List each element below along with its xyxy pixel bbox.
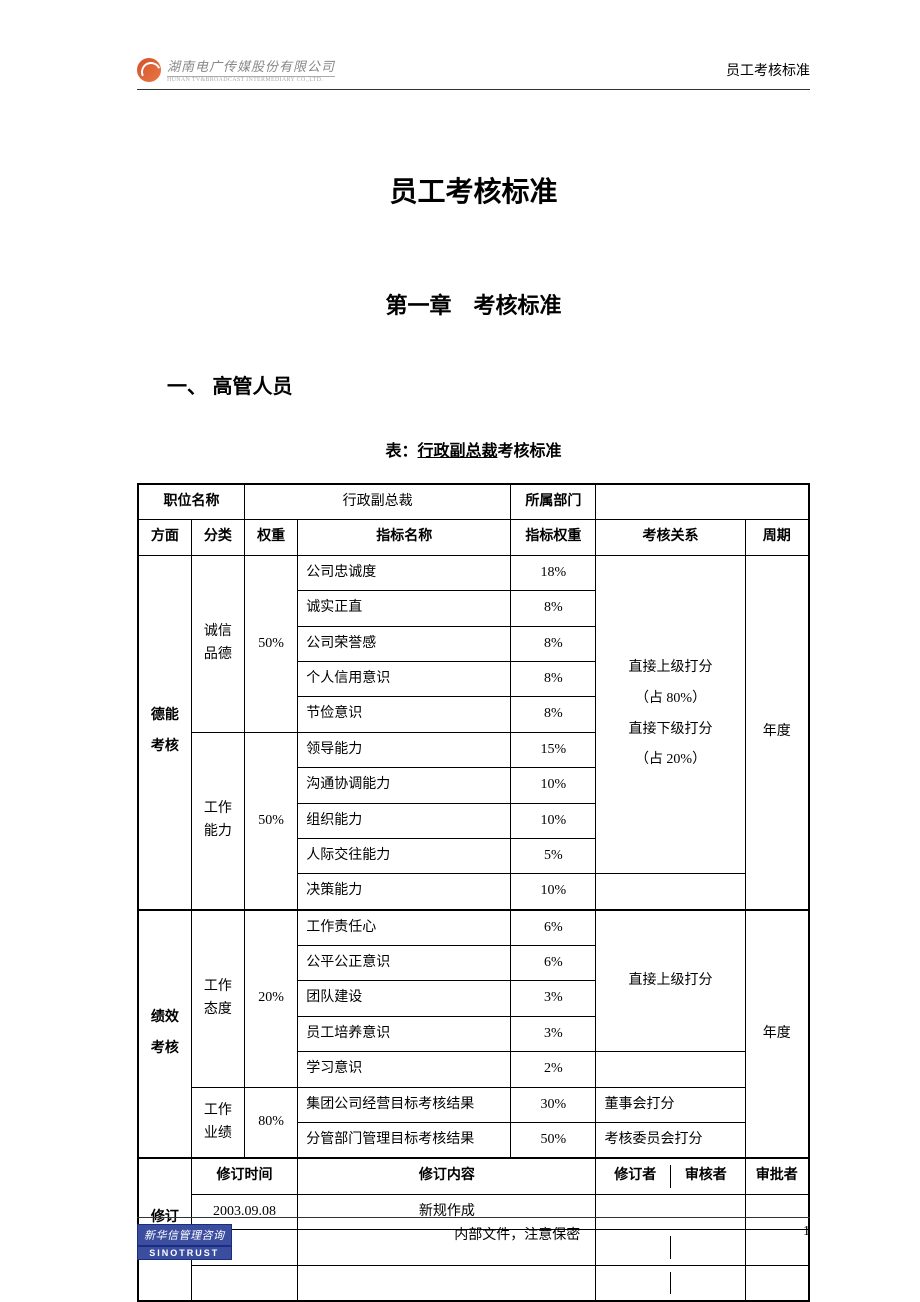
col-indicator-weight: 指标权重 [511, 520, 596, 555]
department-label: 所属部门 [511, 484, 596, 520]
relation-cell: 直接上级打分 （占 80%） 直接下级打分 （占 20%） [596, 555, 745, 874]
sinotrust-logo: 新华信管理咨询 SINOTRUST [137, 1224, 232, 1260]
col-cycle: 周期 [745, 520, 809, 555]
position-label: 职位名称 [138, 484, 245, 520]
cycle-cell: 年度 [745, 910, 809, 1159]
company-logo-block: 湖南电广传媒股份有限公司 HUNAN TV&BROADCAST INTERMED… [137, 56, 335, 83]
category-cell: 工作 能力 [191, 732, 244, 909]
page-footer: 新华信管理咨询 SINOTRUST 内部文件，注意保密 1 [137, 1217, 810, 1260]
weight-cell: 50% [245, 555, 298, 732]
header-doc-title: 员工考核标准 [726, 60, 810, 80]
weight-cell: 50% [245, 732, 298, 909]
section-title: 一、 高管人员 [167, 370, 810, 399]
indicator-weight-cell: 18% [511, 555, 596, 590]
table-column-headers: 方面 分类 权重 指标名称 指标权重 考核关系 周期 [138, 520, 809, 555]
aspect-cell: 德能 考核 [138, 555, 191, 909]
col-relation: 考核关系 [596, 520, 745, 555]
table-row: 工作 业绩 80% 集团公司经营目标考核结果 30% 董事会打分 [138, 1087, 809, 1122]
col-category: 分类 [191, 520, 244, 555]
table-row: 德能 考核 诚信 品德 50% 公司忠诚度 18% 直接上级打分 （占 80%）… [138, 555, 809, 590]
rev-col-reviser: 修订者 审核者 [596, 1158, 745, 1194]
page-number: 1 [803, 1224, 810, 1240]
header-divider [137, 89, 810, 90]
table-row: 绩效 考核 工作 态度 20% 工作责任心 6% 直接上级打分 年度 [138, 910, 809, 946]
rev-col-approver: 审批者 [745, 1158, 809, 1194]
indicator-cell: 公司忠诚度 [298, 555, 511, 590]
footer-divider [137, 1217, 810, 1218]
company-name-en: HUNAN TV&BROADCAST INTERMEDIARY CO.,LTD. [167, 77, 335, 83]
page-header: 湖南电广传媒股份有限公司 HUNAN TV&BROADCAST INTERMED… [0, 0, 920, 89]
category-cell: 工作 态度 [191, 910, 244, 1087]
department-value [596, 484, 809, 520]
rev-col-content: 修订内容 [298, 1158, 596, 1194]
table-caption: 表：行政副总裁考核标准 [137, 437, 810, 461]
revision-row [138, 1265, 809, 1301]
position-value: 行政副总裁 [245, 484, 511, 520]
relation-cell: 直接上级打分 [596, 910, 745, 1052]
category-cell: 诚信 品德 [191, 555, 244, 732]
company-name-cn: 湖南电广传媒股份有限公司 [167, 56, 335, 77]
table-position-row: 职位名称 行政副总裁 所属部门 [138, 484, 809, 520]
weight-cell: 80% [245, 1087, 298, 1158]
category-cell: 工作 业绩 [191, 1087, 244, 1158]
cycle-cell: 年度 [745, 555, 809, 909]
chapter-title: 第一章 考核标准 [137, 288, 810, 320]
weight-cell: 20% [245, 910, 298, 1087]
assessment-table: 职位名称 行政副总裁 所属部门 方面 分类 权重 指标名称 指标权重 考核关系 … [137, 483, 810, 1302]
rev-col-time: 修订时间 [191, 1158, 298, 1194]
footer-confidential: 内部文件，注意保密 [232, 1224, 804, 1244]
revision-header-row: 修订 履历 修订时间 修订内容 修订者 审核者 审批者 [138, 1158, 809, 1194]
col-weight: 权重 [245, 520, 298, 555]
aspect-cell: 绩效 考核 [138, 910, 191, 1159]
main-title: 员工考核标准 [137, 170, 810, 210]
company-logo-icon [137, 58, 161, 82]
col-aspect: 方面 [138, 520, 191, 555]
col-indicator: 指标名称 [298, 520, 511, 555]
main-content: 员工考核标准 第一章 考核标准 一、 高管人员 表：行政副总裁考核标准 职位名称… [0, 170, 920, 1302]
